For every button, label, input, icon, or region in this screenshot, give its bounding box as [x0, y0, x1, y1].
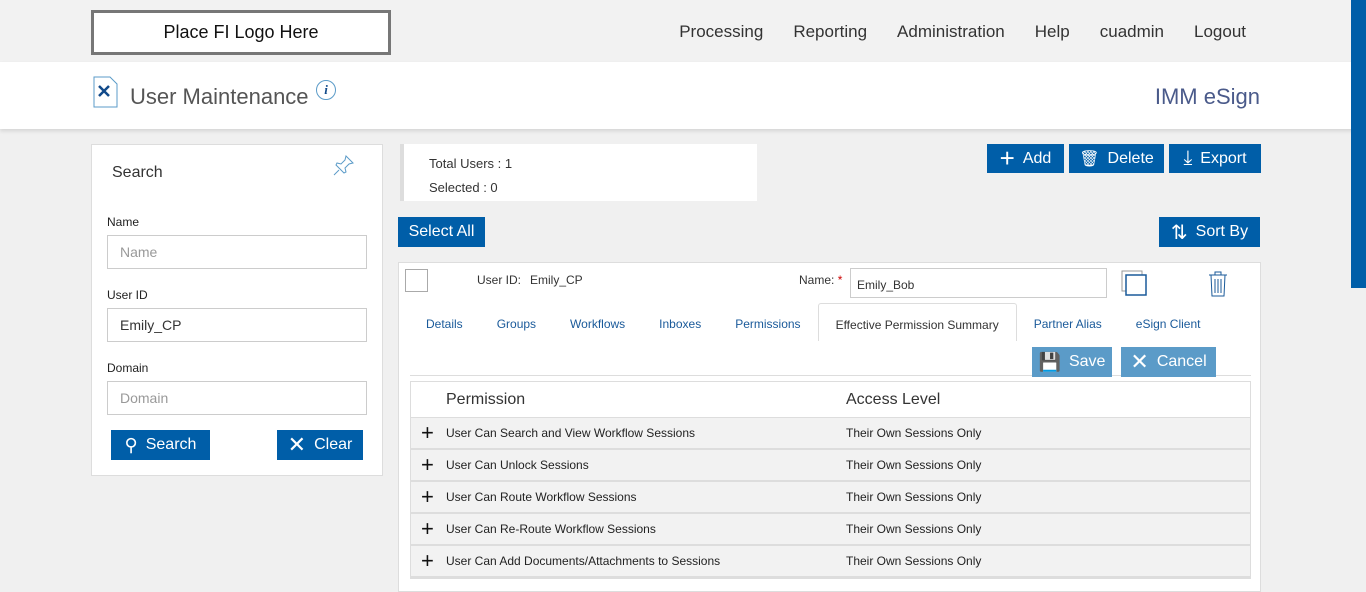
access-level: Their Own Sessions Only: [846, 554, 982, 568]
user-tabs: Details Groups Workflows Inboxes Permiss…: [409, 303, 1218, 341]
expand-icon[interactable]: +: [421, 484, 434, 509]
add-button[interactable]: + Add: [987, 143, 1064, 173]
tab-workflows[interactable]: Workflows: [570, 317, 626, 331]
trash-icon[interactable]: [1207, 270, 1229, 298]
tab-permissions[interactable]: Permissions: [735, 317, 801, 331]
save-icon: 💾: [1038, 351, 1061, 372]
table-row[interactable]: + User Can Re-Route Workflow Sessions Thei…: [411, 514, 1250, 546]
user-card: User ID: Emily_CP Name: * Emily_Bob Deta…: [398, 262, 1261, 592]
sort-icon: ⇅: [1170, 221, 1188, 244]
table-row[interactable]: + User Can Search and View Workflow Sessi…: [411, 418, 1250, 450]
expand-icon[interactable]: +: [421, 548, 434, 573]
divider: [410, 375, 1251, 376]
download-icon: ⤓: [1183, 147, 1193, 169]
permission-name: User Can Re-Route Workflow Sessions: [446, 522, 656, 536]
expand-icon[interactable]: +: [421, 516, 434, 541]
name-field[interactable]: Emily_Bob: [850, 268, 1107, 298]
export-button[interactable]: ⤓ Export: [1169, 144, 1261, 173]
nav-reporting[interactable]: Reporting: [793, 22, 868, 41]
select-all-button[interactable]: Select All: [398, 217, 485, 247]
clear-button[interactable]: ✕ Clear: [277, 430, 363, 460]
name-field-label: Name: *: [799, 273, 843, 287]
table-row[interactable]: + User Can Add Documents/Attachments to S…: [411, 546, 1250, 578]
search-icon: ⚲: [124, 434, 138, 455]
tab-details[interactable]: Details: [426, 317, 463, 331]
close-icon: ✕: [287, 432, 307, 457]
tab-effective-permission-summary[interactable]: Effective Permission Summary: [817, 303, 1017, 341]
name-label: Name: [107, 215, 140, 229]
selected-count: Selected : 0: [429, 180, 498, 195]
search-title: Search: [112, 164, 163, 181]
permission-name: User Can Route Workflow Sessions: [446, 490, 637, 504]
tab-esign-client[interactable]: eSign Client: [1135, 317, 1201, 331]
name-input[interactable]: Name: [107, 235, 367, 269]
plus-icon: +: [999, 143, 1015, 173]
table-row[interactable]: + User Can Route Workflow Sessions Their O…: [411, 482, 1250, 514]
sort-by-button[interactable]: ⇅ Sort By: [1159, 217, 1260, 247]
nav-help[interactable]: Help: [1034, 22, 1070, 41]
domain-input[interactable]: Domain: [107, 381, 367, 415]
expand-icon[interactable]: +: [421, 452, 434, 477]
userid-label: User ID:: [477, 273, 522, 287]
page-title: User Maintenance: [130, 84, 309, 109]
access-level: Their Own Sessions Only: [846, 458, 982, 472]
userid-value: Emily_CP: [530, 273, 583, 287]
table-row[interactable]: + User Can Unlock Sessions Their Own Sessi…: [411, 450, 1250, 482]
select-checkbox[interactable]: [405, 269, 428, 292]
userid-label: User ID: [107, 288, 148, 302]
pin-icon[interactable]: [332, 153, 356, 177]
userid-input[interactable]: Emily_CP: [107, 308, 367, 342]
nav-administration[interactable]: Administration: [897, 22, 1005, 41]
nav-processing[interactable]: Processing: [679, 22, 764, 41]
access-level: Their Own Sessions Only: [846, 490, 982, 504]
total-users: Total Users : 1: [429, 156, 513, 171]
info-icon[interactable]: i: [316, 80, 336, 100]
copy-icon[interactable]: [1121, 270, 1149, 298]
search-panel: Search Name Name User ID Emily_CP Domain…: [91, 144, 383, 476]
brand: IMM eSign: [1154, 84, 1260, 109]
access-level: Their Own Sessions Only: [846, 426, 982, 440]
tab-groups[interactable]: Groups: [496, 317, 537, 331]
access-level: Their Own Sessions Only: [846, 522, 982, 536]
logo: Place FI Logo Here: [91, 10, 391, 55]
trash-icon: 🗑: [1079, 150, 1100, 168]
user-maintenance-icon: [93, 76, 118, 108]
page-header: [0, 62, 1366, 129]
close-icon: ✕: [1130, 349, 1149, 374]
table-header: Permission Access Level: [411, 382, 1250, 418]
nav-user[interactable]: cuadmin: [1099, 22, 1164, 41]
nav-logout[interactable]: Logout: [1194, 22, 1246, 41]
permission-name: User Can Add Documents/Attachments to Se…: [446, 554, 721, 568]
delete-button[interactable]: 🗑 Delete: [1069, 144, 1164, 173]
permission-table: Permission Access Level + User Can Search …: [410, 381, 1251, 579]
tab-partner-alias[interactable]: Partner Alias: [1033, 317, 1102, 331]
save-button[interactable]: 💾 Save: [1032, 347, 1112, 377]
search-button[interactable]: ⚲ Search: [111, 430, 210, 460]
cancel-button[interactable]: ✕ Cancel: [1121, 347, 1216, 377]
user-stats: Total Users : 1 Selected : 0: [400, 144, 757, 201]
scrollbar[interactable]: [1351, 0, 1366, 288]
permission-name: User Can Search and View Workflow Sessio…: [446, 426, 695, 440]
tab-inboxes[interactable]: Inboxes: [659, 317, 702, 331]
permission-name: User Can Unlock Sessions: [446, 458, 589, 472]
main-nav: Processing Reporting Administration Help…: [679, 22, 1246, 42]
domain-label: Domain: [107, 361, 149, 375]
expand-icon[interactable]: +: [421, 420, 434, 445]
